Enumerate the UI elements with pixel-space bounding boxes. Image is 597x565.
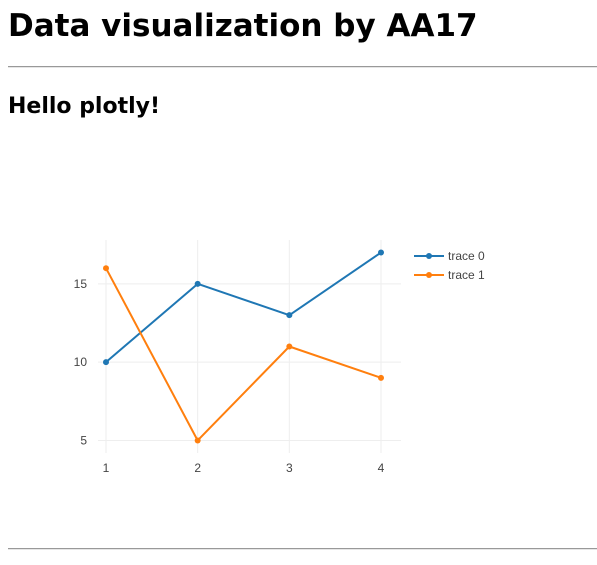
x-tick-label: 4 — [378, 461, 385, 475]
x-tick-label: 3 — [286, 461, 293, 475]
page-subtitle: Hello plotly! — [8, 94, 161, 119]
grid-layer — [98, 240, 401, 453]
line-chart: 1 2 3 4 5 10 15 trace 0 trace 1 — [74, 240, 485, 475]
legend: trace 0 trace 1 — [414, 249, 485, 282]
x-tick-label: 2 — [194, 461, 201, 475]
x-tick-label: 1 — [103, 461, 110, 475]
legend-label: trace 1 — [448, 268, 485, 282]
series-line-1 — [105, 267, 382, 442]
legend-marker-icon — [426, 272, 432, 278]
legend-label: trace 0 — [448, 249, 485, 263]
legend-item-0[interactable]: trace 0 — [414, 249, 485, 263]
series-line-0 — [105, 251, 382, 363]
y-tick-label: 15 — [74, 277, 88, 291]
series-0-point[interactable] — [378, 249, 384, 256]
bottom-divider — [8, 548, 597, 550]
series-0-point[interactable] — [103, 359, 109, 366]
page-title: Data visualization by AA17 — [8, 8, 478, 44]
series-1-point[interactable] — [378, 374, 384, 381]
legend-item-1[interactable]: trace 1 — [414, 268, 485, 282]
chart-container: 1 2 3 4 5 10 15 trace 0 trace 1 — [8, 170, 597, 520]
y-tick-label: 10 — [74, 355, 88, 369]
series-1-point[interactable] — [194, 437, 201, 444]
series-1-point[interactable] — [103, 265, 109, 272]
top-divider — [8, 66, 597, 68]
y-tick-label: 5 — [80, 433, 87, 447]
series-1-point[interactable] — [286, 343, 293, 350]
legend-marker-icon — [426, 253, 432, 259]
series-0-point[interactable] — [286, 312, 293, 319]
axis-layer: 1 2 3 4 5 10 15 — [74, 277, 385, 475]
series-layer — [103, 249, 384, 444]
series-0-point[interactable] — [194, 280, 201, 287]
